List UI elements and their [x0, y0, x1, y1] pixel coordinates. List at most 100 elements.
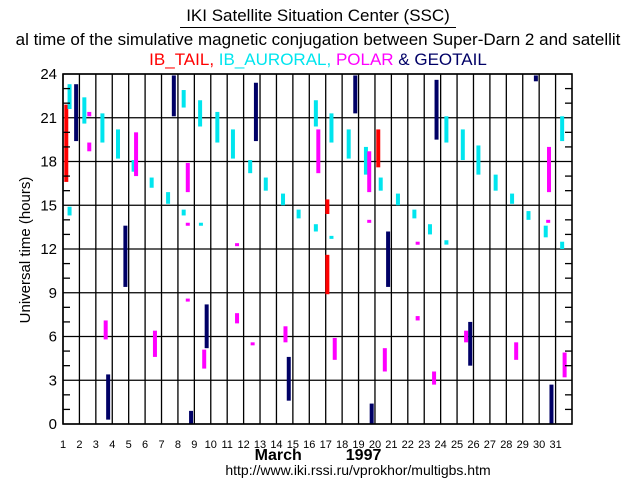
bar-ib-auroral — [444, 240, 449, 245]
x-tick-label: 1 — [60, 439, 66, 451]
bar-ib-auroral — [100, 113, 105, 143]
chart-subtitle: al time of the simulative magnetic conju… — [15, 30, 621, 49]
bar-polar — [464, 330, 469, 343]
plot-border — [62, 73, 573, 425]
bar-polar — [87, 111, 92, 117]
bar-geotail — [369, 403, 374, 424]
y-tick-label: 3 — [49, 372, 57, 389]
data-bars — [64, 75, 567, 424]
x-tick-label: 29 — [517, 439, 529, 451]
x-tick-label: 13 — [254, 439, 266, 451]
bar-geotail — [533, 75, 538, 82]
bar-polar — [415, 241, 420, 245]
y-axis-title: Universal time (hours) — [17, 177, 34, 324]
x-tick-label: 27 — [484, 439, 496, 451]
x-tick-label: 12 — [237, 439, 249, 451]
bar-geotail — [353, 75, 358, 114]
bar-geotail — [189, 410, 194, 424]
x-tick-label: 16 — [303, 439, 315, 451]
bar-polar — [87, 142, 92, 152]
x-tick-label: 25 — [451, 439, 463, 451]
bar-geotail — [171, 75, 176, 117]
x-tick-label: 10 — [205, 439, 217, 451]
bar-ib-auroral — [215, 111, 220, 143]
x-tick-label: 9 — [191, 439, 197, 451]
x-tick-label: 8 — [175, 439, 181, 451]
bar-ib-auroral — [82, 97, 87, 124]
x-tick-label: 30 — [533, 439, 545, 451]
bar-ib-auroral — [560, 241, 565, 249]
bar-geotail — [434, 79, 439, 140]
bar-ib-auroral — [510, 193, 515, 204]
x-tick-label: 14 — [270, 439, 282, 451]
bar-polar — [152, 330, 157, 357]
bar-ib-auroral — [198, 222, 203, 226]
y-axis-ticks: 0 3 6 9 12 15 18 21 24 — [40, 66, 572, 433]
bar-geotail — [286, 356, 291, 401]
bar-polar — [202, 349, 207, 369]
x-tick-label: 6 — [142, 439, 148, 451]
bar-ib-auroral — [198, 100, 203, 127]
bar-ib-auroral — [67, 206, 72, 216]
x-tick-label: 23 — [418, 439, 430, 451]
x-tick-label: 3 — [93, 439, 99, 451]
bar-ib-tail — [376, 129, 381, 168]
x-tick-label: 31 — [549, 439, 561, 451]
bar-ib-auroral — [526, 211, 531, 220]
bar-polar — [316, 129, 321, 174]
x-tick-label: 18 — [336, 439, 348, 451]
bar-geotail — [253, 82, 258, 142]
bar-geotail — [386, 231, 391, 287]
x-axis-ticks: 1 2 3 4 5 6 7 8 9 10 11 12 13 14 15 16 17 18 19 20 21 22 23 24 2… — [60, 439, 562, 451]
bar-polar — [283, 326, 288, 343]
bar-ib-tail — [325, 199, 330, 214]
x-tick-label: 5 — [126, 439, 132, 451]
y-tick-label: 0 — [49, 416, 57, 433]
legend-geotail: GEOTAIL — [414, 50, 487, 69]
x-tick-label: 7 — [158, 439, 164, 451]
bar-ib-auroral — [378, 177, 383, 191]
y-tick-label: 24 — [40, 66, 57, 83]
y-tick-label: 15 — [40, 197, 57, 214]
bar-ib-auroral — [460, 129, 465, 161]
bar-ib-auroral — [296, 209, 301, 219]
bar-ib-auroral — [346, 129, 351, 159]
x-tick-label: 21 — [385, 439, 397, 451]
bar-ib-auroral — [329, 235, 334, 239]
bar-ib-auroral — [281, 193, 286, 206]
bar-polar — [103, 320, 108, 340]
bar-polar — [185, 162, 190, 193]
bar-ib-auroral — [395, 193, 400, 206]
bar-ib-auroral — [263, 177, 268, 191]
bar-polar — [415, 316, 420, 321]
bar-ib-auroral — [427, 224, 432, 235]
legend-separator: & — [393, 50, 415, 69]
bar-ib-auroral — [444, 116, 449, 143]
bar-ib-auroral — [560, 116, 565, 142]
x-tick-label: 17 — [320, 439, 332, 451]
legend-ib-auroral: IB_AURORAL, — [214, 50, 332, 69]
bar-ib-auroral — [543, 225, 548, 238]
page-title: IKI Satellite Situation Center (SSC) — [0, 6, 636, 28]
bar-polar — [185, 222, 190, 226]
legend-polar: POLAR — [331, 50, 394, 69]
bar-polar — [367, 219, 372, 223]
legend-ib-tail: IB_TAIL, — [149, 50, 215, 69]
source-url[interactable]: http://www.iki.rssi.ru/vprokhor/multigbs… — [225, 462, 491, 478]
bar-ib-tail — [325, 254, 330, 295]
bar-geotail — [74, 84, 79, 142]
bar-polar — [432, 371, 437, 385]
bar-polar — [134, 132, 139, 177]
bar-ib-auroral — [131, 160, 136, 172]
plot-frame — [62, 73, 573, 425]
x-tick-label: 20 — [369, 439, 381, 451]
x-tick-label: 28 — [500, 439, 512, 451]
bar-polar — [235, 313, 240, 324]
year-label: 1997 — [345, 447, 382, 464]
bar-polar — [367, 151, 372, 193]
bar-polar — [382, 348, 387, 372]
bar-ib-auroral — [476, 145, 481, 175]
y-tick-label: 18 — [40, 154, 57, 171]
x-tick-label: 26 — [467, 439, 479, 451]
